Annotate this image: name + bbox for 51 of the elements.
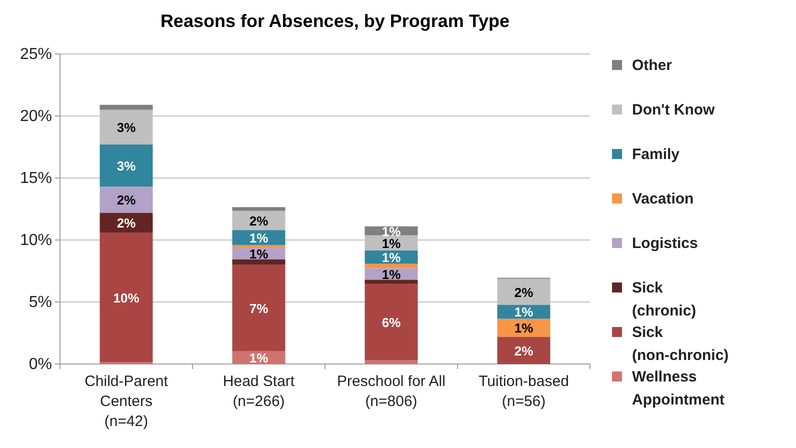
x-tick-label: Tuition-based (n=56): [478, 373, 569, 410]
y-tick-label: 10%: [20, 232, 52, 250]
data-label: 6%: [382, 315, 402, 330]
y-tick-label: 15%: [20, 170, 52, 188]
data-label: 2%: [116, 216, 136, 231]
bar: [364, 280, 418, 284]
bar: [497, 318, 550, 337]
legend-label: Logistics: [632, 235, 698, 252]
bar: [100, 104, 153, 110]
legend-label: Sick (chronic): [632, 280, 696, 320]
data-label: 1%: [249, 230, 269, 246]
x-tick-label: Head Start (n=266): [222, 373, 296, 410]
bar: [100, 186, 153, 213]
y-tick-label: 20%: [20, 108, 52, 126]
data-label: 1%: [249, 350, 269, 366]
bar: [364, 264, 418, 268]
data-label: 10%: [113, 290, 140, 306]
bar: [100, 232, 153, 362]
data-label: 1%: [514, 304, 534, 320]
bar: [232, 259, 286, 265]
data-label: 2%: [249, 213, 269, 228]
data-label: 2%: [514, 284, 534, 300]
bar: [232, 264, 286, 351]
data-label: 1%: [382, 266, 402, 282]
legend-label: Other: [632, 57, 672, 74]
legend-label: Don't Know: [632, 102, 716, 118]
chart-title: Reasons for Absences, by Program Type: [160, 11, 510, 31]
y-tick-label: 0%: [28, 356, 52, 374]
y-tick-label: 25%: [20, 46, 52, 64]
bar: [100, 212, 153, 233]
x-tick-label: Preschool for All (n=806): [337, 373, 446, 410]
data-label: 3%: [116, 120, 136, 136]
bar: [497, 336, 550, 364]
bar: [364, 360, 418, 364]
x-tick-label: Child-Parent Centers (n=42): [84, 373, 169, 430]
data-label: 3%: [116, 158, 136, 174]
legend-label: Wellness Appointment: [632, 368, 724, 408]
data-label: 1%: [382, 250, 402, 266]
bar: [364, 284, 418, 360]
data-label: 2%: [116, 192, 136, 208]
legend-label: Sick (non-chronic): [632, 324, 729, 364]
bar: [232, 244, 286, 248]
data-label: 7%: [249, 300, 269, 316]
bar: [100, 144, 153, 187]
legend-label: Vacation: [632, 190, 694, 208]
legend-label: Family: [632, 146, 680, 163]
data-label: 2%: [514, 343, 534, 358]
bar: [232, 207, 286, 211]
data-label: 1%: [514, 320, 534, 336]
data-label: 1%: [249, 246, 269, 262]
y-tick-label: 5%: [28, 294, 52, 312]
